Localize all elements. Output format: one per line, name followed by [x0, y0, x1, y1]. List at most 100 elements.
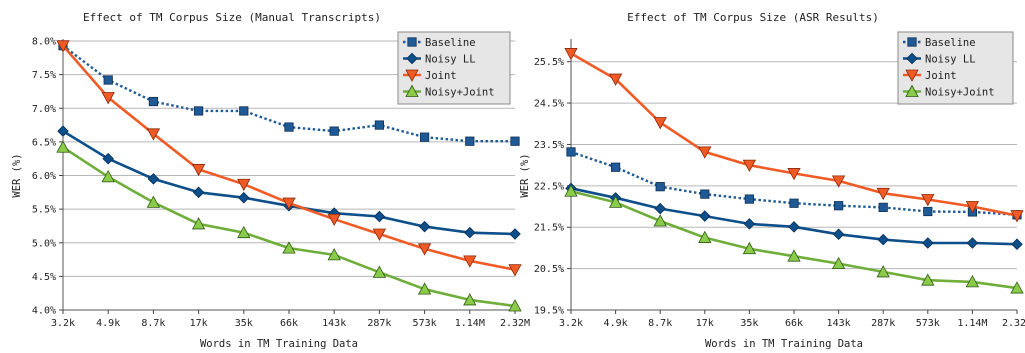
y-tick-label: 5.5%	[32, 205, 56, 216]
x-tick-label: 573k	[916, 318, 940, 329]
data-point	[327, 213, 341, 227]
data-point	[611, 162, 621, 172]
data-point	[509, 228, 521, 240]
data-point	[102, 152, 114, 165]
data-point	[417, 243, 432, 256]
y-tick-label: 23.5%	[534, 140, 564, 151]
legend-marker	[905, 84, 919, 97]
data-point	[327, 248, 341, 261]
data-point	[831, 175, 846, 188]
data-point	[146, 128, 161, 141]
series-joint	[56, 40, 522, 277]
data-point	[789, 198, 799, 208]
data-point	[191, 217, 206, 230]
y-tick-label: 22.5%	[534, 181, 564, 192]
legend-entry: Noisy+Joint	[925, 86, 995, 98]
data-point	[419, 132, 430, 142]
data-point	[834, 201, 844, 211]
data-point	[608, 195, 623, 208]
legend-marker	[905, 69, 919, 82]
legend-marker	[907, 37, 917, 47]
data-point	[653, 214, 667, 227]
legend-marker	[405, 84, 419, 97]
series-noisy-joint	[56, 140, 522, 312]
data-point	[564, 48, 578, 61]
data-point	[147, 173, 160, 185]
data-point	[654, 202, 666, 215]
x-tick-label: 287k	[367, 318, 391, 329]
data-point	[329, 126, 339, 136]
x-tick-label: 8.7k	[648, 318, 672, 329]
data-point	[284, 122, 294, 132]
y-tick-label: 4.0%	[32, 306, 56, 317]
y-tick-label: 24.5%	[534, 99, 564, 110]
data-point	[787, 168, 801, 181]
data-point	[876, 265, 890, 278]
data-point	[878, 202, 888, 212]
legend-entry: Baseline	[425, 37, 476, 49]
data-point	[698, 146, 712, 159]
legend-marker	[906, 52, 918, 65]
data-point	[374, 120, 385, 130]
x-tick-label: 1.14M	[455, 318, 485, 329]
data-point	[238, 191, 250, 204]
x-tick-label: 17k	[190, 318, 208, 329]
legend-entry: Baseline	[925, 37, 976, 49]
series-baseline	[58, 41, 520, 146]
data-point	[148, 96, 158, 107]
legend-marker	[405, 69, 419, 82]
x-tick-label: 2.32M	[1002, 318, 1025, 329]
data-point	[57, 125, 69, 137]
data-point	[282, 197, 296, 210]
data-point	[237, 225, 251, 239]
legend-entry: Noisy LL	[425, 53, 476, 65]
x-tick-label: 8.7k	[141, 318, 165, 329]
data-point	[564, 184, 578, 197]
data-point	[146, 195, 161, 208]
data-point	[417, 282, 432, 295]
y-tick-label: 6.0%	[32, 171, 56, 182]
data-point	[465, 136, 475, 146]
data-point	[699, 210, 711, 222]
y-tick-label: 4.5%	[32, 272, 56, 283]
series-noisy-joint	[564, 184, 1024, 294]
x-tick-label: 2.32M	[500, 318, 530, 329]
x-axis-label: Words in TM Training Data	[705, 338, 863, 350]
data-point	[788, 221, 800, 233]
chart-panel-1: 4.0% 4.5% 5.0% 5.5% 6.0% 6.5% 7.0% 7.5% 8.0% 3.2k…	[11, 11, 530, 350]
data-point	[463, 293, 477, 306]
y-axis-label: WER (%)	[11, 153, 23, 197]
x-tick-label: 17k	[696, 318, 714, 329]
data-point	[742, 241, 757, 255]
data-point	[372, 265, 387, 278]
series-line	[62, 129, 516, 236]
y-tick-label: 25.5%	[534, 57, 564, 68]
x-tick-label: 3.2k	[51, 318, 75, 329]
x-tick-label: 35k	[235, 318, 253, 329]
data-point	[193, 106, 204, 116]
series-joint	[564, 48, 1024, 223]
data-point	[965, 201, 980, 214]
data-point	[101, 92, 115, 105]
legend-marker	[406, 52, 418, 65]
data-point	[876, 187, 890, 201]
x-tick-label: 4.9k	[604, 318, 628, 329]
series-baseline	[566, 147, 1022, 220]
data-point	[742, 159, 757, 172]
data-point	[239, 106, 249, 116]
legend: Baseline Noisy LL Joint Noisy+Joint	[397, 31, 511, 105]
data-point	[418, 220, 431, 233]
y-tick-label: 5.0%	[32, 238, 56, 249]
data-point	[1010, 281, 1024, 294]
data-point	[832, 228, 845, 241]
data-point	[787, 249, 801, 262]
x-tick-label: 66k	[785, 318, 803, 329]
y-tick-label: 7.5%	[32, 70, 56, 81]
series-noisy-ll	[57, 125, 521, 240]
data-point	[653, 117, 667, 130]
x-tick-label: 4.9k	[96, 318, 120, 329]
y-tick-label: 7.0%	[32, 104, 56, 115]
data-point	[510, 136, 520, 146]
data-point	[282, 241, 296, 254]
legend-marker	[407, 37, 417, 47]
